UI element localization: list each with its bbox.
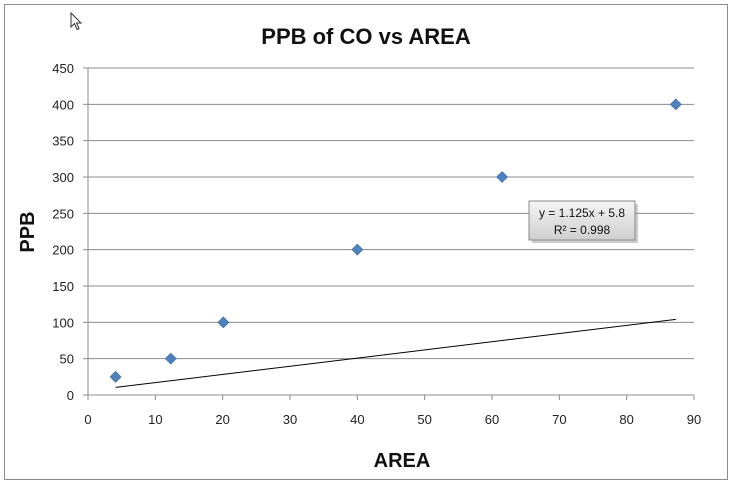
trendline-equation-box: y = 1.125x + 5.8 R² = 0.998 — [528, 200, 638, 243]
y-tick-label: 300 — [52, 170, 74, 185]
x-tick-label: 50 — [417, 412, 431, 427]
x-axis-title: AREA — [374, 450, 431, 472]
x-tick-label: 90 — [687, 412, 701, 427]
x-tick-label: 40 — [350, 412, 364, 427]
trendline — [115, 318, 676, 388]
y-tick-label: 400 — [52, 97, 74, 112]
y-tick-label: 150 — [52, 279, 74, 294]
data-point — [109, 370, 122, 383]
equation-box-background — [528, 200, 636, 241]
data-points — [109, 98, 682, 383]
x-tick-labels: 0 10 20 30 40 50 60 70 80 90 — [84, 412, 701, 427]
data-point — [496, 171, 509, 183]
x-tick-label: 70 — [552, 412, 566, 427]
x-tick-label: 20 — [215, 412, 229, 427]
gridlines — [88, 67, 694, 360]
x-tick-label: 10 — [148, 412, 162, 427]
data-point — [669, 98, 682, 111]
y-tick-label: 350 — [52, 134, 74, 149]
x-tick-label: 60 — [485, 412, 499, 427]
y-tick-label: 450 — [52, 61, 74, 76]
data-point — [217, 316, 230, 329]
data-point — [351, 243, 364, 256]
mouse-cursor-icon — [70, 12, 83, 31]
data-point — [164, 352, 177, 365]
y-tick-label: 0 — [67, 388, 74, 403]
trendline-r-squared: R² = 0.998 — [554, 223, 611, 237]
y-tick-label: 50 — [60, 352, 74, 367]
x-tick-label: 0 — [84, 412, 91, 427]
x-tick-label: 80 — [619, 412, 633, 427]
y-tick-label: 250 — [52, 206, 74, 221]
axes — [83, 67, 695, 400]
x-tick-label: 30 — [283, 412, 297, 427]
y-tick-label: 200 — [52, 243, 74, 258]
trendline-group — [115, 318, 676, 388]
y-axis-title: PPB — [17, 211, 39, 252]
chart-title: PPB of CO vs AREA — [261, 24, 471, 49]
y-tick-label: 100 — [52, 315, 74, 330]
y-tick-labels: 0 50 100 150 200 250 300 350 400 450 — [52, 61, 74, 403]
trendline-equation: y = 1.125x + 5.8 — [539, 206, 625, 220]
